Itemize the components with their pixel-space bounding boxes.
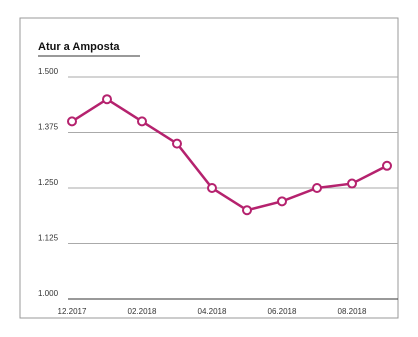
data-point bbox=[277, 196, 287, 207]
data-point bbox=[242, 205, 252, 216]
y-tick-label: 1.500 bbox=[38, 67, 59, 76]
data-point bbox=[347, 178, 357, 189]
y-tick-label: 1.250 bbox=[38, 178, 59, 187]
data-point bbox=[207, 183, 217, 193]
chart-frame bbox=[19, 17, 399, 319]
x-tick-label: 04.2018 bbox=[198, 307, 227, 316]
x-tick-label: 12.2017 bbox=[58, 307, 87, 316]
data-point bbox=[172, 138, 182, 149]
y-tick-label: 1.125 bbox=[38, 234, 59, 243]
data-point bbox=[382, 160, 392, 171]
data-point bbox=[67, 116, 77, 127]
data-point bbox=[312, 183, 322, 193]
data-line bbox=[71, 97, 388, 212]
x-tick-label: 06.2018 bbox=[268, 307, 297, 316]
data-point bbox=[102, 94, 112, 105]
x-tick-label: 02.2018 bbox=[128, 307, 157, 316]
y-tick-label: 1.000 bbox=[38, 289, 59, 298]
y-tick-label: 1.375 bbox=[38, 123, 59, 132]
chart-title: Atur a Amposta bbox=[38, 41, 120, 53]
data-point bbox=[137, 116, 147, 127]
x-tick-label: 08.2018 bbox=[338, 307, 367, 316]
